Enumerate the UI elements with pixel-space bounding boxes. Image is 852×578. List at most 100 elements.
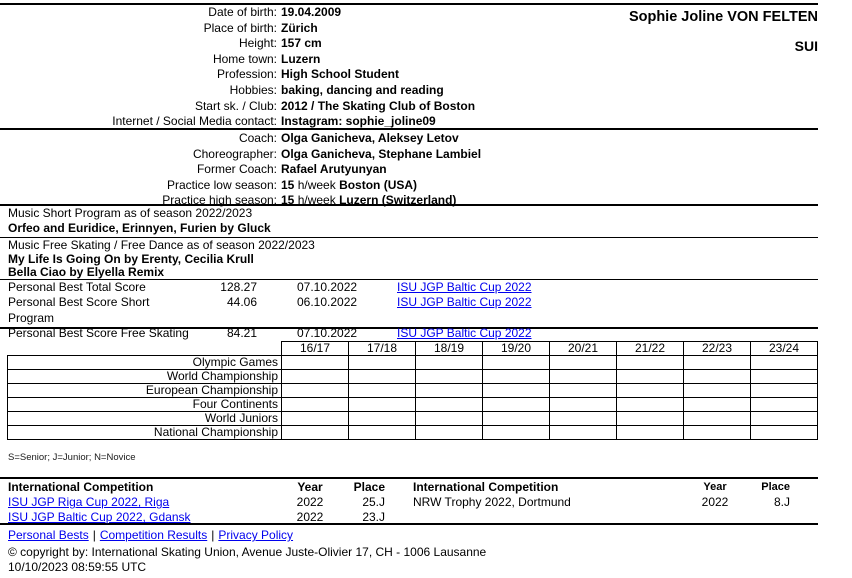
practice-location: Luzern (Switzerland) — [339, 193, 457, 208]
competitions-header-row: International Competition Year Place Int… — [0, 480, 818, 495]
season-cell — [549, 369, 617, 384]
music-free-skating-header: Music Free Skating / Free Dance as of se… — [8, 238, 315, 252]
season-header: 20/21 — [549, 341, 617, 356]
season-row-label: World Juniors — [7, 411, 282, 426]
link-separator: | — [211, 528, 215, 542]
season-cell — [750, 383, 818, 398]
season-header: 19/20 — [482, 341, 550, 356]
divider-competitions-top — [0, 477, 818, 479]
personal-best-date: 07.10.2022 — [297, 326, 358, 341]
season-header: 17/18 — [348, 341, 416, 356]
season-results-table: 16/17 17/18 18/19 19/20 20/21 21/22 22/2… — [7, 341, 818, 440]
coaching-value: Olga Ganicheva, Aleksey Letov — [281, 131, 459, 145]
season-header-spacer — [8, 342, 282, 356]
competition-place: 25.J — [362, 495, 385, 510]
bio-row-hobbies: Hobbies: baking, dancing and reading — [0, 83, 818, 99]
competition-link[interactable]: ISU JGP Baltic Cup 2022, Gdansk — [8, 510, 191, 525]
coaching-section: Coach: Olga Ganicheva, Aleksey Letov Cho… — [0, 131, 818, 209]
personal-best-event-link[interactable]: ISU JGP Baltic Cup 2022 — [397, 280, 532, 294]
coaching-value: 15 h/week Boston (USA) — [281, 178, 417, 194]
season-cell — [616, 411, 684, 426]
coaching-label: Choreographer: — [192, 146, 277, 161]
athlete-name: Sophie Joline VON FELTEN — [628, 9, 818, 25]
personal-best-date: 07.10.2022 — [297, 280, 358, 294]
season-cell — [348, 355, 416, 370]
season-cell — [549, 355, 617, 370]
athlete-nation: SUI — [794, 38, 818, 54]
bio-label: Hobbies: — [229, 82, 277, 97]
bio-row-social-media: Internet / Social Media contact: Instagr… — [0, 114, 818, 130]
season-header: 18/19 — [415, 341, 483, 356]
season-cell — [281, 355, 349, 370]
season-cell — [281, 397, 349, 412]
season-cell — [683, 397, 751, 412]
practice-location: Boston (USA) — [339, 177, 418, 192]
season-cell — [281, 383, 349, 398]
personal-best-row-total: Personal Best Total Score 128.27 07.10.2… — [0, 280, 818, 295]
personal-bests-link[interactable]: Personal Bests — [8, 528, 89, 542]
personal-best-event-link[interactable]: ISU JGP Baltic Cup 2022 — [397, 295, 532, 310]
season-cell — [683, 411, 751, 426]
season-header: 22/23 — [683, 341, 751, 356]
year-col-header: Year — [297, 480, 323, 494]
season-cell — [348, 397, 416, 412]
bio-row-date-of-birth: Date of birth: 19.04.2009 — [0, 5, 818, 21]
season-cell — [683, 383, 751, 398]
season-row-four-continents: Four Continents — [7, 397, 818, 412]
music-short-program-title: Orfeo and Euridice, Erinnyen, Furien by … — [8, 221, 271, 235]
coaching-value: 15 h/week Luzern (Switzerland) — [281, 193, 456, 209]
season-header: 21/22 — [616, 341, 684, 356]
season-cell — [750, 411, 818, 426]
season-cell — [616, 355, 684, 370]
season-cell — [750, 355, 818, 370]
coaching-row-coach: Coach: Olga Ganicheva, Aleksey Letov — [0, 131, 818, 147]
music-short-program-header: Music Short Program as of season 2022/20… — [8, 206, 253, 220]
season-row-label: Four Continents — [7, 397, 282, 412]
divider-personal-bests — [0, 327, 818, 329]
competition-place: 23.J — [362, 510, 385, 525]
privacy-policy-link[interactable]: Privacy Policy — [218, 528, 294, 542]
season-cell — [348, 369, 416, 384]
season-row-label: European Championship — [7, 383, 282, 398]
season-cell — [482, 425, 550, 440]
bio-label: Start sk. / Club: — [194, 98, 277, 113]
bio-label: Profession: — [216, 67, 277, 82]
season-cell — [549, 383, 617, 398]
season-row-label: World Championship — [7, 369, 282, 384]
personal-best-label: Personal Best Score Free Skating — [8, 326, 189, 341]
season-cell — [683, 355, 751, 370]
season-cell — [482, 369, 550, 384]
personal-best-score: 84.21 — [226, 326, 257, 341]
bio-value: 2012 / The Skating Club of Boston — [281, 98, 476, 113]
practice-hours: 15 — [281, 177, 295, 192]
season-cell — [549, 425, 617, 440]
bio-value: Luzern — [281, 51, 321, 66]
bio-value: 19.04.2009 — [281, 5, 342, 19]
music-free-skating-title-1: My Life Is Going On by Erenty, Cecilia K… — [8, 251, 254, 266]
season-cell — [750, 425, 818, 440]
personal-best-row-short-program: Personal Best Score Short Program 44.06 … — [0, 295, 818, 326]
bio-value: High School Student — [281, 67, 399, 82]
personal-best-event-link[interactable]: ISU JGP Baltic Cup 2022 — [397, 326, 532, 341]
competition-link[interactable]: ISU JGP Riga Cup 2022, Riga — [8, 495, 170, 510]
season-cell — [415, 355, 483, 370]
season-cell — [482, 411, 550, 426]
season-cell — [750, 369, 818, 384]
season-cell — [281, 411, 349, 426]
page-timestamp: 10/10/2023 08:59:55 UTC — [8, 560, 147, 574]
season-cell — [348, 425, 416, 440]
bio-section: Date of birth: 19.04.2009 Place of birth… — [0, 5, 818, 130]
personal-best-row-free-skating: Personal Best Score Free Skating 84.21 0… — [0, 326, 818, 341]
coaching-label: Coach: — [238, 131, 277, 145]
bio-label: Place of birth: — [203, 20, 277, 35]
bio-label: Date of birth: — [208, 5, 277, 19]
athlete-header: Sophie Joline VON FELTEN SUI — [629, 9, 818, 54]
bio-value: Instagram: sophie_joline09 — [281, 114, 436, 129]
competition-results-link[interactable]: Competition Results — [99, 528, 208, 542]
bio-row-place-of-birth: Place of birth: Zürich — [0, 21, 818, 37]
bio-label: Height: — [238, 36, 277, 51]
bio-value: baking, dancing and reading — [281, 82, 444, 97]
competition-name: NRW Trophy 2022, Dortmund — [413, 495, 571, 510]
link-separator: | — [92, 528, 96, 542]
personal-best-label: Personal Best Score Short Program — [8, 295, 150, 325]
